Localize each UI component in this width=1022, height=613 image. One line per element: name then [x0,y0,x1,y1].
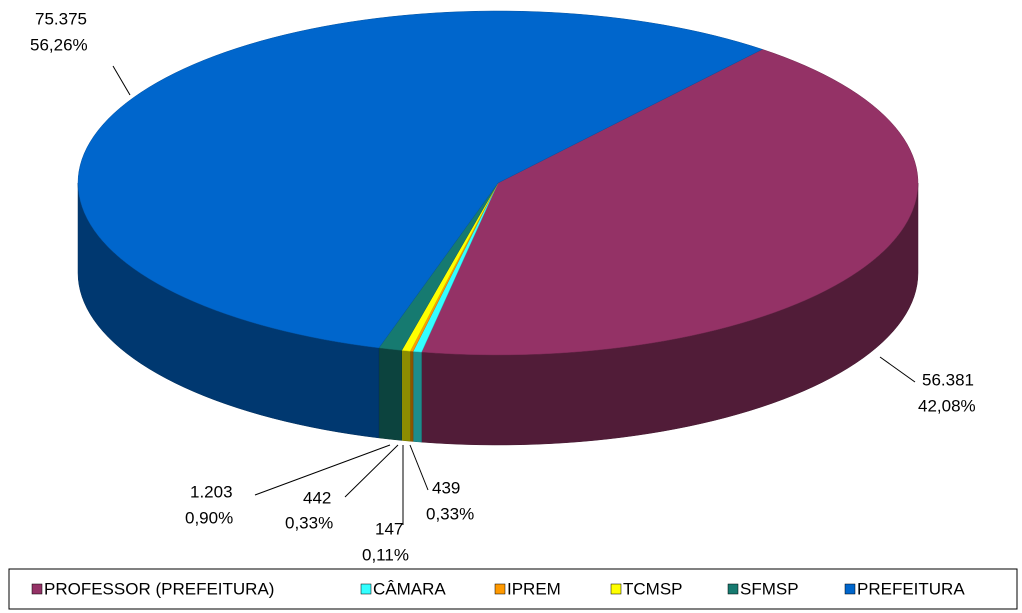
value-label: 439 [432,478,460,497]
legend-swatch [610,583,622,595]
legend-label: IPREM [507,579,561,598]
leader-line [112,65,131,96]
pie-side [409,350,414,442]
legend-label: TCMSP [623,579,683,598]
pie-side [378,347,402,441]
legend-label: PREFEITURA [857,579,965,598]
percentage-label: 0,11% [362,545,409,564]
percentage-label: 0,33% [285,513,333,532]
legend-label: CÂMARA [373,579,446,598]
leader-line [409,444,429,491]
legend-swatch [844,583,856,595]
pie-slice [421,49,919,356]
legend-swatch [494,583,506,595]
value-label: 1.203 [190,482,233,501]
value-label: 442 [303,488,331,507]
leader-line [344,444,399,498]
value-label: 56.381 [922,370,974,389]
value-label: 75.375 [35,9,87,28]
pie-side [401,350,411,442]
pie-side [412,351,422,443]
legend-swatch [727,583,739,595]
leader-line [254,444,391,496]
legend-label: SFMSP [740,579,799,598]
percentage-label: 42,08% [918,396,976,415]
legend-swatch [31,583,43,595]
legend-label: PROFESSOR (PREFEITURA) [44,579,274,598]
percentage-label: 56,26% [30,35,88,54]
percentage-label: 0,90% [185,508,233,527]
percentage-label: 0,33% [426,504,474,523]
leader-line [879,356,916,383]
value-label: 147 [375,519,403,538]
pie-slice [77,10,763,349]
legend-swatch [360,583,372,595]
